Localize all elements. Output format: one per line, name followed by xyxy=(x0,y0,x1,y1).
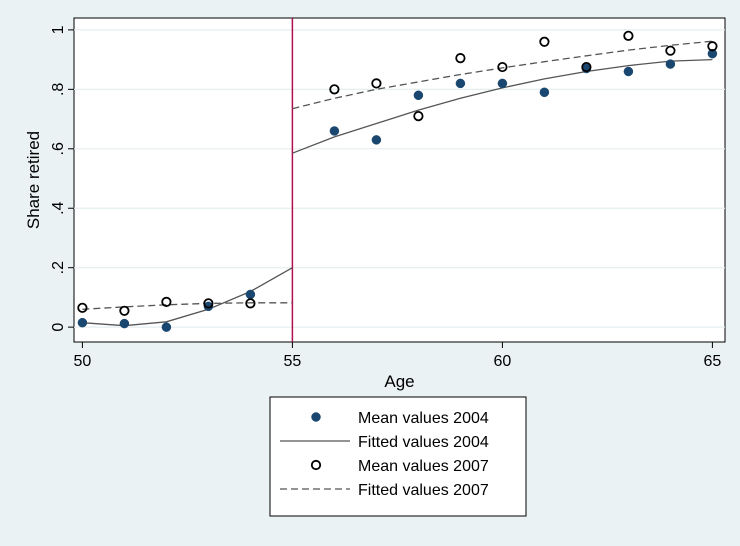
point-mean-2004 xyxy=(371,135,382,145)
y-tick-label: 1 xyxy=(50,25,67,34)
point-mean-2007 xyxy=(665,45,676,56)
point-mean-2004 xyxy=(665,59,676,69)
legend-items: Mean values 2004 Fitted values 2004 Mean v… xyxy=(280,410,489,499)
point-mean-2004 xyxy=(329,126,340,136)
fitted-line-2007 xyxy=(292,40,713,110)
point-mean-2007 xyxy=(203,298,214,309)
point-mean-2007 xyxy=(539,36,550,47)
legend-label: Fitted values 2004 xyxy=(358,434,489,451)
fitted-line-2004 xyxy=(82,267,293,327)
point-mean-2004 xyxy=(245,289,256,300)
fitted-line-2007 xyxy=(82,302,293,310)
point-mean-2007 xyxy=(119,305,130,316)
point-mean-2004 xyxy=(623,66,634,77)
point-mean-2004 xyxy=(539,87,550,98)
point-mean-2004 xyxy=(203,301,214,312)
legend: Mean values 2004 Fitted values 2004 Mean v… xyxy=(269,396,527,517)
point-mean-2007 xyxy=(455,53,466,64)
point-mean-2007 xyxy=(707,41,718,52)
legend-label: Mean values 2007 xyxy=(358,458,489,475)
y-tick-label: .4 xyxy=(50,201,67,214)
point-mean-2004 xyxy=(413,90,424,101)
point-mean-2007 xyxy=(497,61,508,73)
legend-symbol-mean-2004 xyxy=(311,412,321,422)
x-tick-label: 65 xyxy=(704,353,722,370)
point-mean-2007 xyxy=(161,296,172,307)
point-mean-2004 xyxy=(77,317,88,328)
point-mean-2004 xyxy=(119,318,130,329)
x-axis-label: Age xyxy=(384,372,414,391)
y-axis-label: Share retired xyxy=(24,131,43,229)
legend-label: Fitted values 2007 xyxy=(358,482,489,499)
x-axis: 50 55 60 65 xyxy=(74,342,722,370)
legend-symbol-mean-2007 xyxy=(310,459,322,471)
point-mean-2007 xyxy=(77,302,88,313)
x-tick-label: 50 xyxy=(74,353,92,370)
grid-lines xyxy=(74,29,725,328)
y-axis: 0 .2 .4 .6 .8 1 xyxy=(50,25,74,332)
point-mean-2004 xyxy=(161,322,172,332)
point-mean-2007 xyxy=(245,298,256,309)
point-mean-2007 xyxy=(371,78,382,89)
y-tick-label: .8 xyxy=(50,83,67,96)
data-points xyxy=(77,30,718,332)
point-mean-2004 xyxy=(707,48,718,59)
y-tick-label: .6 xyxy=(50,142,67,155)
legend-label: Mean values 2004 xyxy=(358,410,489,427)
point-mean-2004 xyxy=(455,78,466,89)
plot-area xyxy=(73,17,726,343)
point-mean-2007 xyxy=(329,84,340,95)
x-tick-label: 60 xyxy=(494,353,512,370)
y-tick-label: .2 xyxy=(50,261,67,274)
point-mean-2007 xyxy=(413,110,424,122)
point-mean-2004 xyxy=(497,78,508,89)
x-tick-label: 55 xyxy=(284,353,302,370)
point-mean-2007 xyxy=(623,30,634,41)
y-tick-label: 0 xyxy=(50,323,67,332)
point-mean-2007 xyxy=(581,61,592,73)
